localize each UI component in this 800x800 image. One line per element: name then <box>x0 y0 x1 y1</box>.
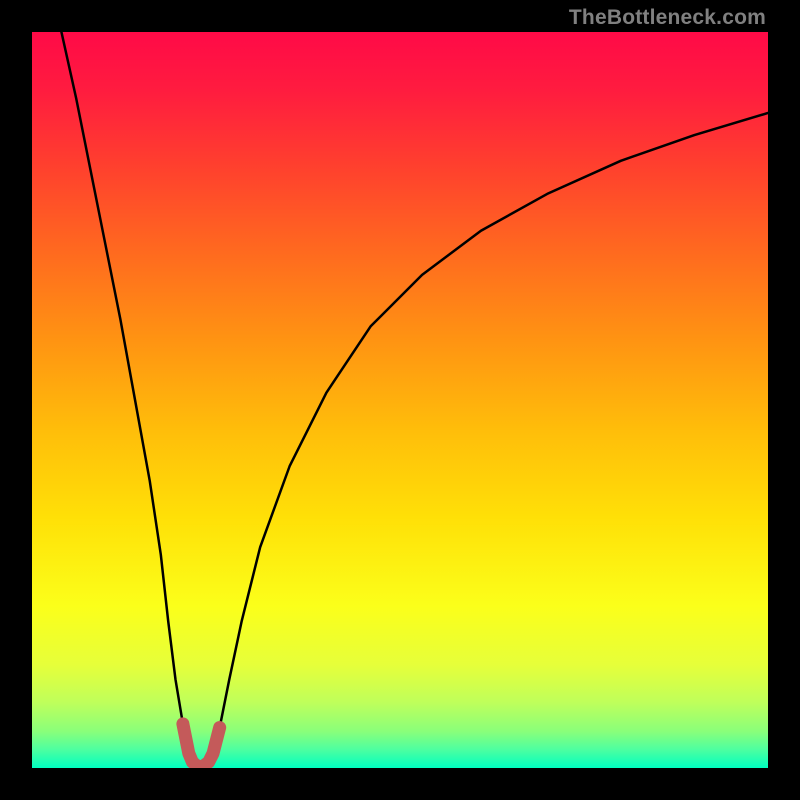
plot-area <box>32 32 768 768</box>
chart-svg <box>32 32 768 768</box>
bottleneck-curve <box>61 32 768 767</box>
watermark-text: TheBottleneck.com <box>569 6 766 30</box>
highlight-region <box>183 724 220 767</box>
